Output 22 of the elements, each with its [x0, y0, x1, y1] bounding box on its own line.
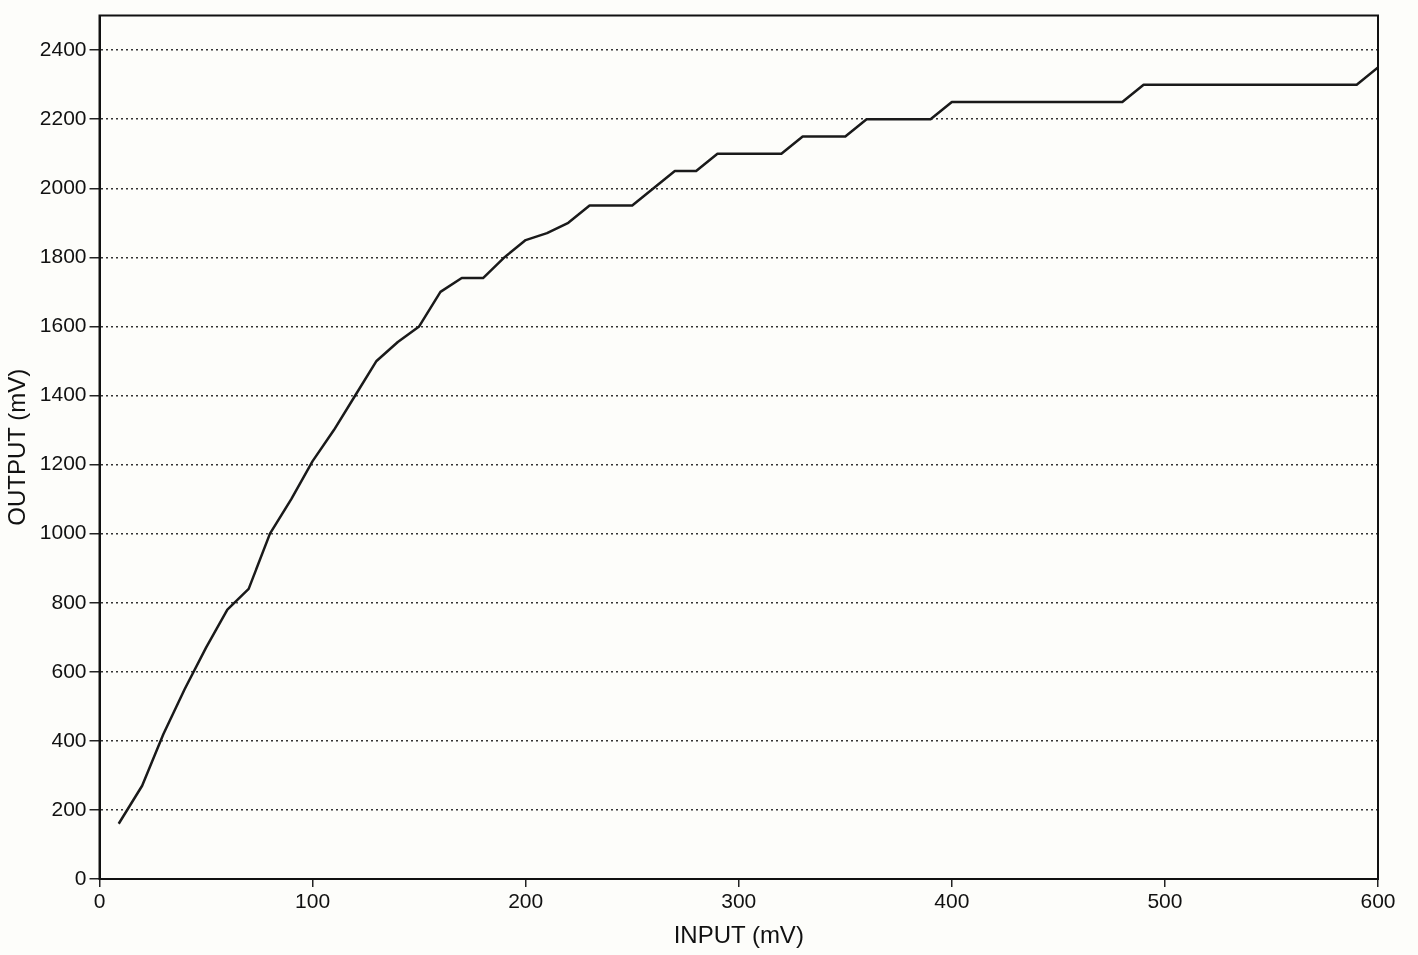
- x-axis-title: INPUT (mV): [673, 921, 804, 949]
- y-tick-label: 600: [51, 658, 87, 682]
- y-tick-label: 1200: [39, 451, 87, 475]
- x-tick-label: 600: [1360, 889, 1396, 913]
- y-tick-label: 1600: [39, 313, 87, 337]
- x-tick-label: 500: [1147, 889, 1183, 913]
- x-tick-label: 0: [93, 889, 106, 913]
- y-tick-label: 200: [51, 796, 87, 820]
- y-tick-label: 2200: [39, 106, 87, 129]
- x-tick-label: 200: [508, 889, 544, 913]
- x-tick-label: 100: [295, 889, 331, 913]
- y-tick-label: 1400: [39, 382, 87, 406]
- y-tick-label: 1800: [39, 244, 87, 268]
- y-tick-label: 0: [74, 865, 87, 889]
- x-tick-label: 400: [934, 889, 970, 913]
- y-axis-title: OUTPUT (mV): [3, 368, 31, 526]
- y-tick-label: 400: [51, 727, 87, 751]
- x-tick-label: 300: [721, 889, 757, 913]
- y-tick-label: 1000: [39, 520, 87, 544]
- y-tick-label: 2400: [39, 36, 87, 60]
- y-tick-label: 800: [51, 589, 87, 613]
- y-tick-label: 2000: [39, 175, 87, 199]
